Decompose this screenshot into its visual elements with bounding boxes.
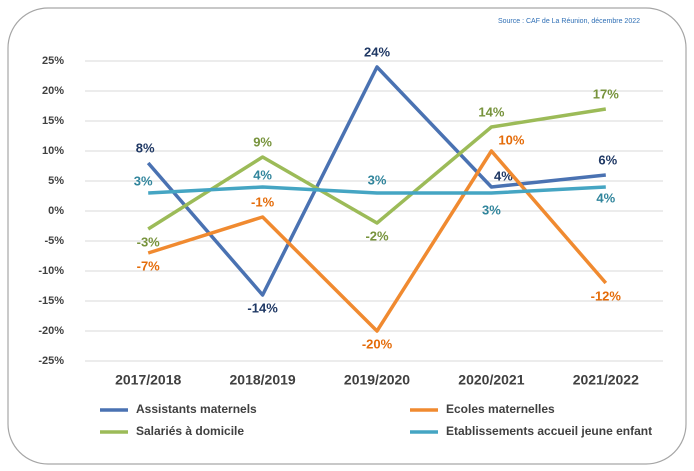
data-label: -2% (365, 228, 389, 243)
series-line (146, 65, 606, 297)
series-line (147, 149, 608, 333)
y-tick-label: 0% (48, 205, 64, 217)
data-label: 17% (593, 86, 619, 101)
series-line (148, 185, 606, 195)
x-tick-label: 2017/2018 (115, 372, 181, 388)
data-label: 14% (478, 104, 504, 119)
legend-label: Etablissements accueil jeune enfant (446, 424, 652, 438)
legend-label: Assistants maternels (136, 402, 257, 416)
y-tick-label: -20% (38, 325, 64, 337)
legend-label: Salariés à domicile (136, 424, 244, 438)
y-tick-label: -5% (44, 235, 64, 247)
data-label: 10% (498, 132, 524, 147)
chart-frame (7, 7, 687, 465)
data-label: -7% (137, 258, 161, 273)
data-label: -12% (591, 288, 622, 303)
data-label: 8% (136, 140, 155, 155)
y-tick-label: 25% (42, 55, 64, 67)
y-tick-label: 10% (42, 145, 64, 157)
x-tick-label: 2019/2020 (344, 372, 410, 388)
data-label: 9% (253, 134, 272, 149)
x-tick-label: 2021/2022 (573, 372, 639, 388)
x-tick-label: 2018/2019 (230, 372, 296, 388)
y-tick-label: -25% (38, 355, 64, 367)
data-label: 4% (253, 167, 272, 182)
series-line (147, 107, 607, 231)
data-label: -20% (362, 336, 393, 351)
data-label: -3% (137, 234, 161, 249)
data-label: -14% (247, 300, 278, 315)
data-label: 3% (134, 173, 153, 188)
data-label: 3% (368, 172, 387, 187)
data-label: -1% (251, 194, 275, 209)
y-tick-label: -15% (38, 295, 64, 307)
y-tick-label: 20% (42, 85, 64, 97)
data-label: 24% (364, 44, 390, 59)
source-note: Source : CAF de La Réunion, décembre 202… (498, 18, 640, 25)
y-tick-label: 5% (48, 175, 64, 187)
data-label: 4% (596, 190, 615, 205)
x-tick-label: 2020/2021 (458, 372, 524, 388)
data-label: 3% (482, 202, 501, 217)
y-tick-label: -10% (38, 265, 64, 277)
data-label: 6% (598, 152, 617, 167)
y-tick-label: 15% (42, 115, 64, 127)
legend-label: Ecoles maternelles (446, 402, 555, 416)
